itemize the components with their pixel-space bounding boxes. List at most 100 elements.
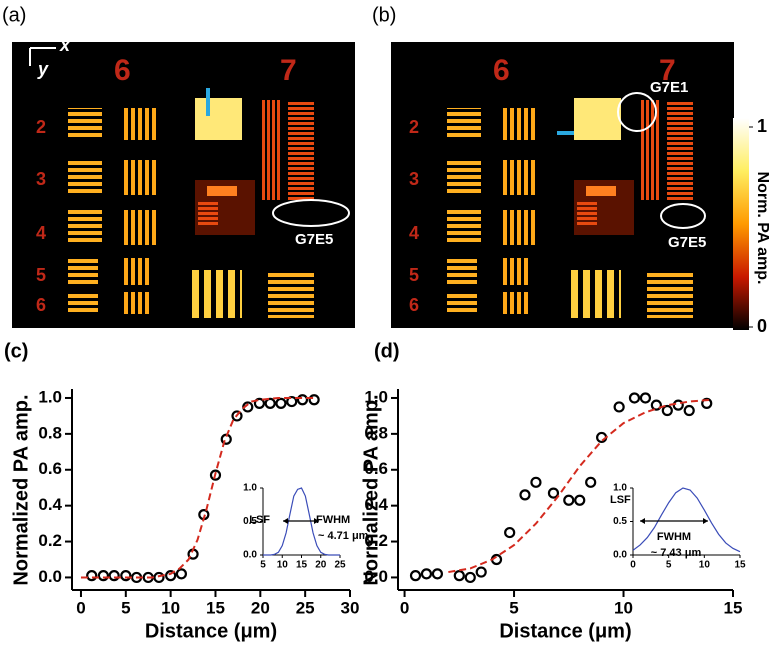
y-tick-label: 0.5 [613, 516, 627, 527]
marker [175, 568, 188, 580]
marker [464, 571, 476, 584]
marker [628, 392, 641, 404]
marker [409, 570, 422, 582]
annotation: G7E1 [650, 79, 688, 96]
marker [585, 476, 597, 488]
panel-label: (b) [372, 4, 396, 26]
panel-label: (d) [374, 340, 400, 362]
x-axis-label: Distance (μm) [145, 620, 277, 642]
marker [574, 494, 586, 506]
element-label: 6 [409, 295, 419, 315]
marker [639, 392, 652, 404]
x-tick-label: 15 [734, 560, 746, 571]
y-tick-label: 0.4 [364, 495, 388, 514]
x-tick-label: 10 [699, 560, 711, 571]
marker [108, 570, 120, 582]
marker [563, 494, 575, 506]
x-tick-label: 5 [121, 598, 130, 617]
marker [275, 397, 287, 409]
marker [519, 489, 531, 501]
y-tick-label: 0.0 [364, 567, 388, 586]
y-tick-label: 0.0 [613, 550, 627, 561]
x-tick-label: 5 [260, 560, 266, 571]
inset-annotation: FWHM [316, 514, 350, 526]
y-tick-label: 0.2 [364, 531, 388, 550]
marker [286, 395, 298, 408]
image-a [12, 42, 355, 328]
marker [475, 566, 487, 578]
x-tick-label: 10 [161, 598, 180, 617]
highlight [660, 203, 706, 229]
y-tick-label: 0.0 [38, 567, 62, 586]
marker [672, 399, 684, 411]
x-tick-label: 10 [277, 560, 289, 571]
marker [86, 570, 98, 582]
element-label: 3 [36, 169, 46, 189]
marker [613, 401, 625, 413]
y-tick-label: 0.5 [243, 516, 257, 527]
marker [701, 397, 713, 409]
y-tick-label: 0.2 [38, 531, 62, 550]
y-tick-label: 1.0 [38, 387, 62, 406]
highlight [272, 199, 350, 227]
inset-annotation: ~ 4.71 μm [318, 530, 369, 542]
x-tick-label: 15 [724, 598, 743, 617]
marker [264, 397, 276, 409]
x-tick-label: 15 [296, 560, 308, 571]
panel-label: (c) [4, 340, 28, 362]
y-tick-label: 1.0 [243, 483, 257, 494]
line [80, 396, 315, 579]
x-axis-label: Distance (μm) [499, 620, 631, 642]
group-label: 7 [659, 54, 676, 87]
y-tick-label: 0.6 [38, 459, 62, 478]
inset-annotation: FWHM [657, 531, 691, 543]
marker [296, 394, 309, 406]
marker [231, 410, 243, 422]
axis-symbol: x [59, 35, 71, 55]
marker [253, 397, 266, 409]
inset-annotation: LSF [610, 494, 631, 506]
element-label: 3 [409, 169, 419, 189]
axis-symbol: y [37, 59, 49, 79]
y-axis-label: Normalized PA amp. [360, 394, 382, 585]
marker [547, 487, 560, 499]
y-tick-label: 0.8 [38, 423, 62, 442]
marker [120, 570, 132, 582]
highlight [617, 92, 657, 132]
y-tick-label: 0.0 [243, 550, 257, 561]
line [448, 398, 712, 574]
marker [650, 399, 662, 411]
x-tick-label: 5 [666, 560, 672, 571]
annotation: G7E5 [295, 231, 333, 248]
element-label: 5 [36, 265, 46, 285]
marker [209, 469, 222, 481]
marker [431, 568, 444, 580]
marker [153, 571, 165, 584]
y-tick-label: 1.0 [613, 483, 627, 494]
x-tick-label: 5 [509, 598, 518, 617]
inset-annotation: LSF [249, 514, 270, 526]
group-label: 6 [114, 54, 131, 87]
annotation: G7E5 [668, 234, 706, 251]
x-tick-label: 0 [630, 560, 636, 571]
marker [453, 570, 465, 582]
panel-label: (a) [2, 4, 26, 26]
line [632, 487, 741, 553]
marker [97, 570, 109, 582]
inset-annotation: ~ 7.43 μm [651, 547, 702, 559]
element-label: 4 [36, 223, 46, 243]
x-tick-label: 0 [400, 598, 409, 617]
x-tick-label: 30 [341, 598, 360, 617]
x-tick-label: 15 [206, 598, 225, 617]
marker [504, 526, 516, 539]
line [263, 487, 340, 556]
x-tick-label: 25 [334, 560, 346, 571]
element-label: 2 [409, 117, 419, 137]
element-label: 5 [409, 265, 419, 285]
element-label: 2 [36, 117, 46, 137]
y-tick-label: 1.0 [364, 387, 388, 406]
marker [530, 476, 542, 488]
group-label: 6 [493, 54, 510, 87]
group-label: 7 [280, 54, 297, 87]
